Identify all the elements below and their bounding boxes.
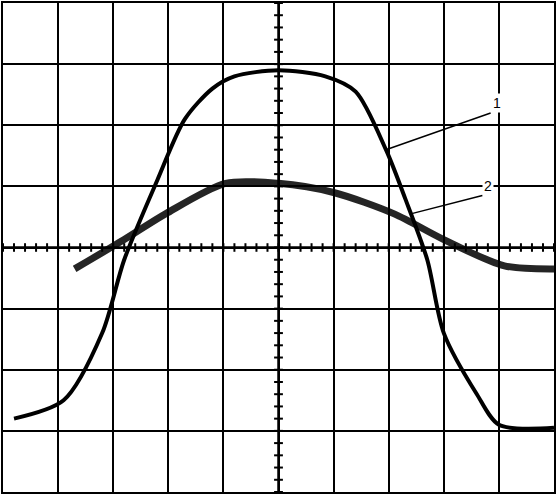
svg-text:1: 1 [493,95,501,111]
svg-text:2: 2 [484,178,492,194]
